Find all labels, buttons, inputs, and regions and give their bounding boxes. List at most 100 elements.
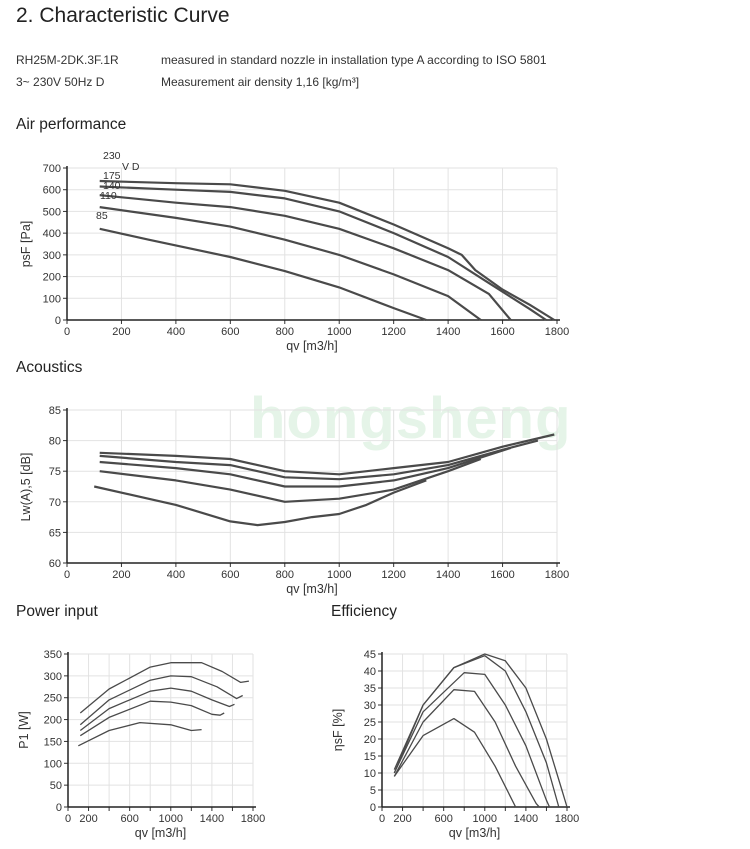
x-tick-label: 800 <box>276 326 294 338</box>
x-axis-label: qv [m3/h] <box>135 826 186 840</box>
x-tick-label: 400 <box>167 326 185 338</box>
air-chart: 0 200 400 600 800 1000 1200 1400 1600 1800 0 100 200… <box>19 150 569 353</box>
series-line-175 <box>99 185 547 321</box>
y-tick-label: 80 <box>49 436 61 448</box>
x-tick-label: 0 <box>64 569 70 581</box>
y-tick-label: 15 <box>364 751 376 763</box>
supply-spec: 3~ 230V 50Hz D <box>16 75 105 89</box>
section-efficiency: Efficiency <box>331 603 398 620</box>
section-air-performance: Air performance <box>16 116 127 133</box>
x-tick-label: 600 <box>434 813 452 825</box>
series-line-230 <box>99 433 555 476</box>
x-tick-label: 600 <box>221 569 239 581</box>
y-tick-label: 5 <box>370 785 376 797</box>
y-tick-label: 0 <box>370 802 376 814</box>
x-tick-label: 0 <box>64 326 70 338</box>
series-line-175 <box>99 439 539 481</box>
x-tick-label: 1400 <box>436 569 460 581</box>
x-tick-label: 200 <box>393 813 411 825</box>
curve-label: V D <box>122 161 140 173</box>
x-tick-label: 1400 <box>436 326 460 338</box>
y-tick-label: 200 <box>43 272 61 284</box>
y-tick-label: 65 <box>49 527 61 539</box>
page-title: 2. Characteristic Curve <box>16 4 230 27</box>
y-tick-label: 20 <box>364 734 376 746</box>
y-tick-label: 250 <box>44 693 62 705</box>
curve-label: 230 <box>103 150 121 162</box>
series-line-85 <box>78 721 202 747</box>
x-tick-label: 1000 <box>327 569 351 581</box>
series-line-175 <box>393 655 560 808</box>
series-line-85 <box>99 227 427 322</box>
y-tick-label: 600 <box>43 185 61 197</box>
curve-label: 85 <box>96 210 108 222</box>
x-axis-label: qv [m3/h] <box>286 582 337 596</box>
x-tick-label: 1600 <box>490 569 514 581</box>
series-line-140 <box>99 194 512 321</box>
y-tick-label: 75 <box>49 466 61 478</box>
x-tick-label: 0 <box>379 813 385 825</box>
series-line-110 <box>99 206 482 321</box>
y-tick-label: 500 <box>43 206 61 218</box>
x-tick-label: 1600 <box>490 326 514 338</box>
y-tick-label: 85 <box>49 405 61 417</box>
x-tick-label: 1200 <box>381 569 405 581</box>
y-axis-label: psF [Pa] <box>19 221 33 268</box>
curve-label: 110 <box>100 190 117 202</box>
series-line-140 <box>393 672 551 808</box>
series-line-140 <box>79 687 235 732</box>
y-tick-label: 45 <box>364 649 376 661</box>
series-line-175 <box>79 675 243 726</box>
y-tick-label: 300 <box>43 250 61 262</box>
x-tick-label: 1200 <box>381 326 405 338</box>
x-axis-label: qv [m3/h] <box>449 826 500 840</box>
y-axis-label: P1 [W] <box>17 711 31 749</box>
x-tick-label: 0 <box>65 813 71 825</box>
y-tick-label: 150 <box>44 736 62 748</box>
y-tick-label: 400 <box>43 228 61 240</box>
x-tick-label: 200 <box>112 326 130 338</box>
y-tick-label: 60 <box>49 558 61 570</box>
y-tick-label: 200 <box>44 715 62 727</box>
x-tick-label: 1000 <box>327 326 351 338</box>
x-tick-label: 800 <box>276 569 294 581</box>
series-line-230 <box>393 653 568 808</box>
y-tick-label: 35 <box>364 683 376 695</box>
x-tick-label: 200 <box>79 813 97 825</box>
y-axis-label: ηsF [%] <box>331 709 345 751</box>
x-tick-label: 1000 <box>473 813 497 825</box>
x-tick-label: 1800 <box>545 569 569 581</box>
y-tick-label: 70 <box>49 497 61 509</box>
acoustics-chart: 0 200 400 600 800 1000 1200 1400 1600 1800 60 65 70 7… <box>19 405 569 596</box>
x-tick-label: 1000 <box>159 813 183 825</box>
power-chart: 0 200 600 1000 1400 1800 0 50 100 150 200 250 300 350… <box>17 649 265 840</box>
air-density-note: Measurement air density 1,16 [kg/m³] <box>161 75 360 89</box>
y-tick-label: 25 <box>364 717 376 729</box>
x-tick-label: 600 <box>120 813 138 825</box>
series-line-230 <box>99 179 555 321</box>
y-tick-label: 40 <box>364 666 376 678</box>
x-tick-label: 1400 <box>200 813 224 825</box>
section-acoustics: Acoustics <box>16 359 83 376</box>
x-tick-label: 1800 <box>241 813 265 825</box>
x-tick-label: 200 <box>112 569 130 581</box>
y-tick-label: 100 <box>43 293 61 305</box>
series-line-140 <box>99 446 512 488</box>
x-tick-label: 400 <box>167 569 185 581</box>
y-tick-label: 10 <box>364 768 376 780</box>
y-tick-label: 350 <box>44 649 62 661</box>
series-line-85 <box>93 479 427 527</box>
series-line-230 <box>79 662 250 714</box>
y-tick-label: 700 <box>43 163 61 175</box>
x-tick-label: 1400 <box>514 813 538 825</box>
y-tick-label: 0 <box>55 315 61 327</box>
series-line-85 <box>393 717 517 808</box>
curve-label: 175 <box>103 170 121 182</box>
y-tick-label: 30 <box>364 700 376 712</box>
model-number: RH25M-2DK.3F.1R <box>16 53 119 67</box>
measurement-note: measured in standard nozzle in installat… <box>161 53 547 67</box>
y-axis-label: Lw(A),5 [dB] <box>19 453 33 522</box>
x-tick-label: 1800 <box>555 813 579 825</box>
y-tick-label: 100 <box>44 758 62 770</box>
